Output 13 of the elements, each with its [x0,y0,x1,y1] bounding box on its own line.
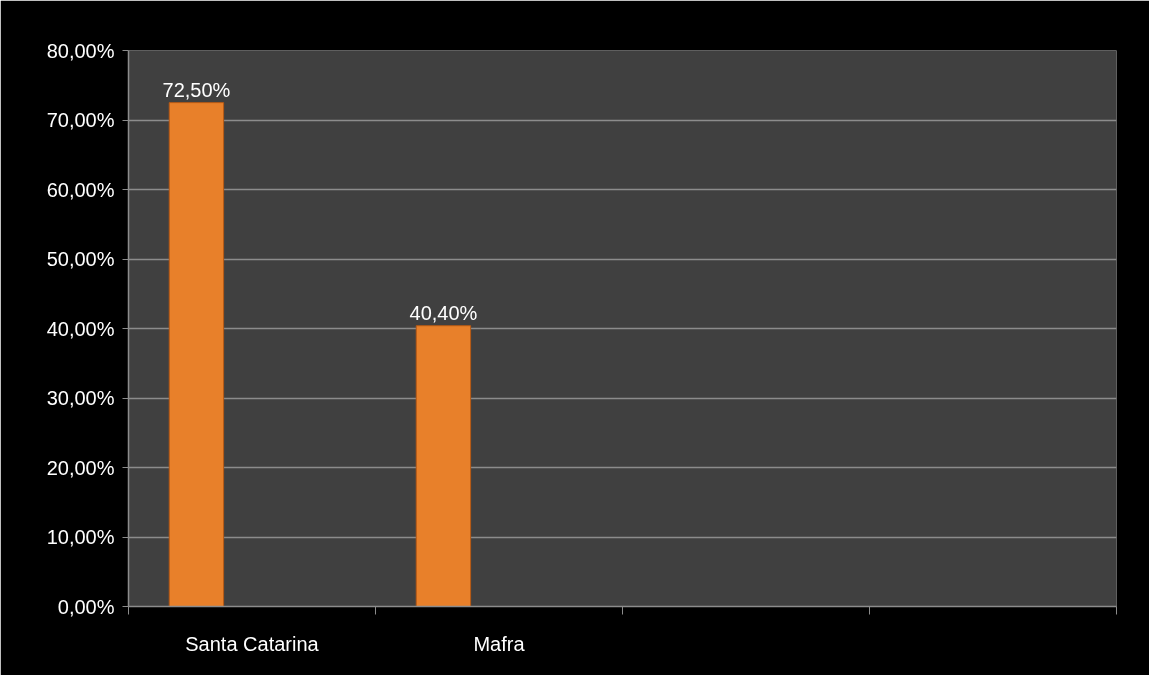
y-tick-label: 30,00% [46,387,115,409]
data-label: 40,40% [409,301,478,324]
x-tick-label: Mafra [473,632,526,655]
y-tick-label: 60,00% [46,178,115,201]
y-tick-label: 20,00% [46,456,115,479]
y-tick-label: 50,00% [46,248,115,270]
y-tick-label: 0,00% [57,595,115,618]
y-tick-label: 40,00% [46,317,115,340]
data-label: 72,50% [162,78,231,101]
y-tick-label: 70,00% [46,109,115,131]
y-tick-label: 10,00% [46,526,115,548]
x-tick-label: Santa Catarina [185,632,320,655]
y-tick-label: 80,00% [46,39,115,62]
